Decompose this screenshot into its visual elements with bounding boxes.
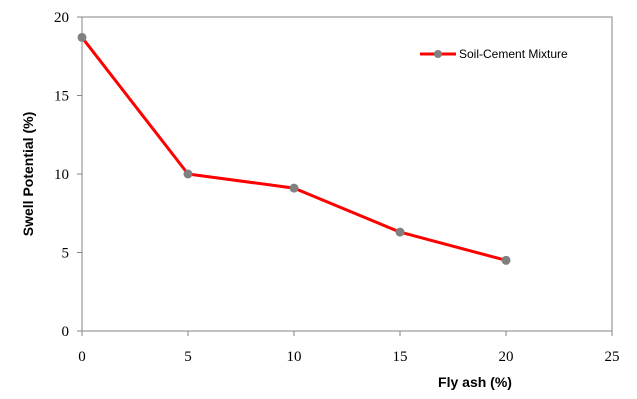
data-point: [395, 227, 405, 237]
y-tick-label: 10: [54, 167, 69, 183]
x-axis-title: Fly ash (%): [438, 374, 512, 390]
data-point: [183, 169, 193, 179]
data-point: [289, 183, 299, 193]
y-tick-label: 15: [54, 89, 69, 105]
x-tick-label: 10: [287, 349, 302, 365]
legend: Soil-Cement Mixture: [420, 47, 568, 61]
y-axis-ticks: 0 5 10 15 20: [54, 10, 82, 340]
plot-area: [81, 16, 613, 332]
y-tick-label: 20: [54, 10, 69, 26]
series-layer: [77, 32, 511, 265]
y-tick-label: 5: [62, 246, 70, 262]
legend-label: Soil-Cement Mixture: [459, 47, 568, 61]
x-tick-label: 15: [393, 349, 408, 365]
data-point: [501, 255, 511, 265]
data-point: [77, 32, 87, 42]
y-tick-label: 0: [62, 324, 70, 340]
x-tick-label: 20: [499, 349, 514, 365]
x-tick-label: 5: [184, 349, 192, 365]
y-axis-title: Swell Potential (%): [20, 112, 36, 236]
x-axis-ticks: 0 5 10 15 20 25: [78, 331, 620, 365]
x-tick-label: 25: [605, 349, 620, 365]
x-tick-label: 0: [78, 349, 86, 365]
legend-marker-sample: [434, 50, 442, 58]
